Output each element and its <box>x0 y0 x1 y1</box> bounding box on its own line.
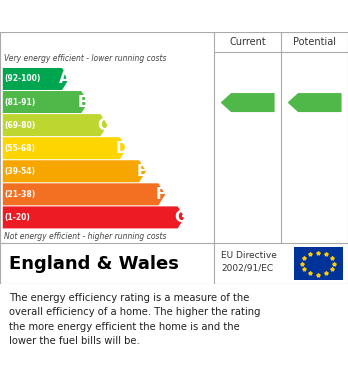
Text: (55-68): (55-68) <box>5 143 36 153</box>
Polygon shape <box>287 93 342 112</box>
Text: EU Directive
2002/91/EC: EU Directive 2002/91/EC <box>221 251 277 272</box>
Polygon shape <box>3 160 146 182</box>
Text: E: E <box>136 164 147 179</box>
Text: (21-38): (21-38) <box>5 190 36 199</box>
Text: 81: 81 <box>241 95 261 109</box>
Polygon shape <box>3 137 127 159</box>
Text: (39-54): (39-54) <box>5 167 36 176</box>
Text: Potential: Potential <box>293 37 336 47</box>
Text: D: D <box>116 141 129 156</box>
Text: Current: Current <box>229 37 266 47</box>
Polygon shape <box>3 91 88 113</box>
Text: A: A <box>58 72 70 86</box>
Text: F: F <box>156 187 166 202</box>
Text: (1-20): (1-20) <box>5 213 31 222</box>
Polygon shape <box>3 183 165 205</box>
Polygon shape <box>3 206 184 228</box>
Bar <box>294 248 343 280</box>
Text: 81: 81 <box>308 95 327 109</box>
Text: (81-91): (81-91) <box>5 97 36 106</box>
Text: (92-100): (92-100) <box>5 74 41 83</box>
Text: Energy Efficiency Rating: Energy Efficiency Rating <box>9 9 219 23</box>
Text: (69-80): (69-80) <box>5 120 36 129</box>
Polygon shape <box>3 114 108 136</box>
Text: Very energy efficient - lower running costs: Very energy efficient - lower running co… <box>4 54 167 63</box>
Text: G: G <box>174 210 186 225</box>
Text: C: C <box>97 118 109 133</box>
Text: England & Wales: England & Wales <box>9 255 179 273</box>
Text: Not energy efficient - higher running costs: Not energy efficient - higher running co… <box>4 232 167 241</box>
Polygon shape <box>221 93 275 112</box>
Text: The energy efficiency rating is a measure of the
overall efficiency of a home. T: The energy efficiency rating is a measur… <box>9 293 260 346</box>
Polygon shape <box>3 68 69 90</box>
Text: B: B <box>78 95 89 109</box>
